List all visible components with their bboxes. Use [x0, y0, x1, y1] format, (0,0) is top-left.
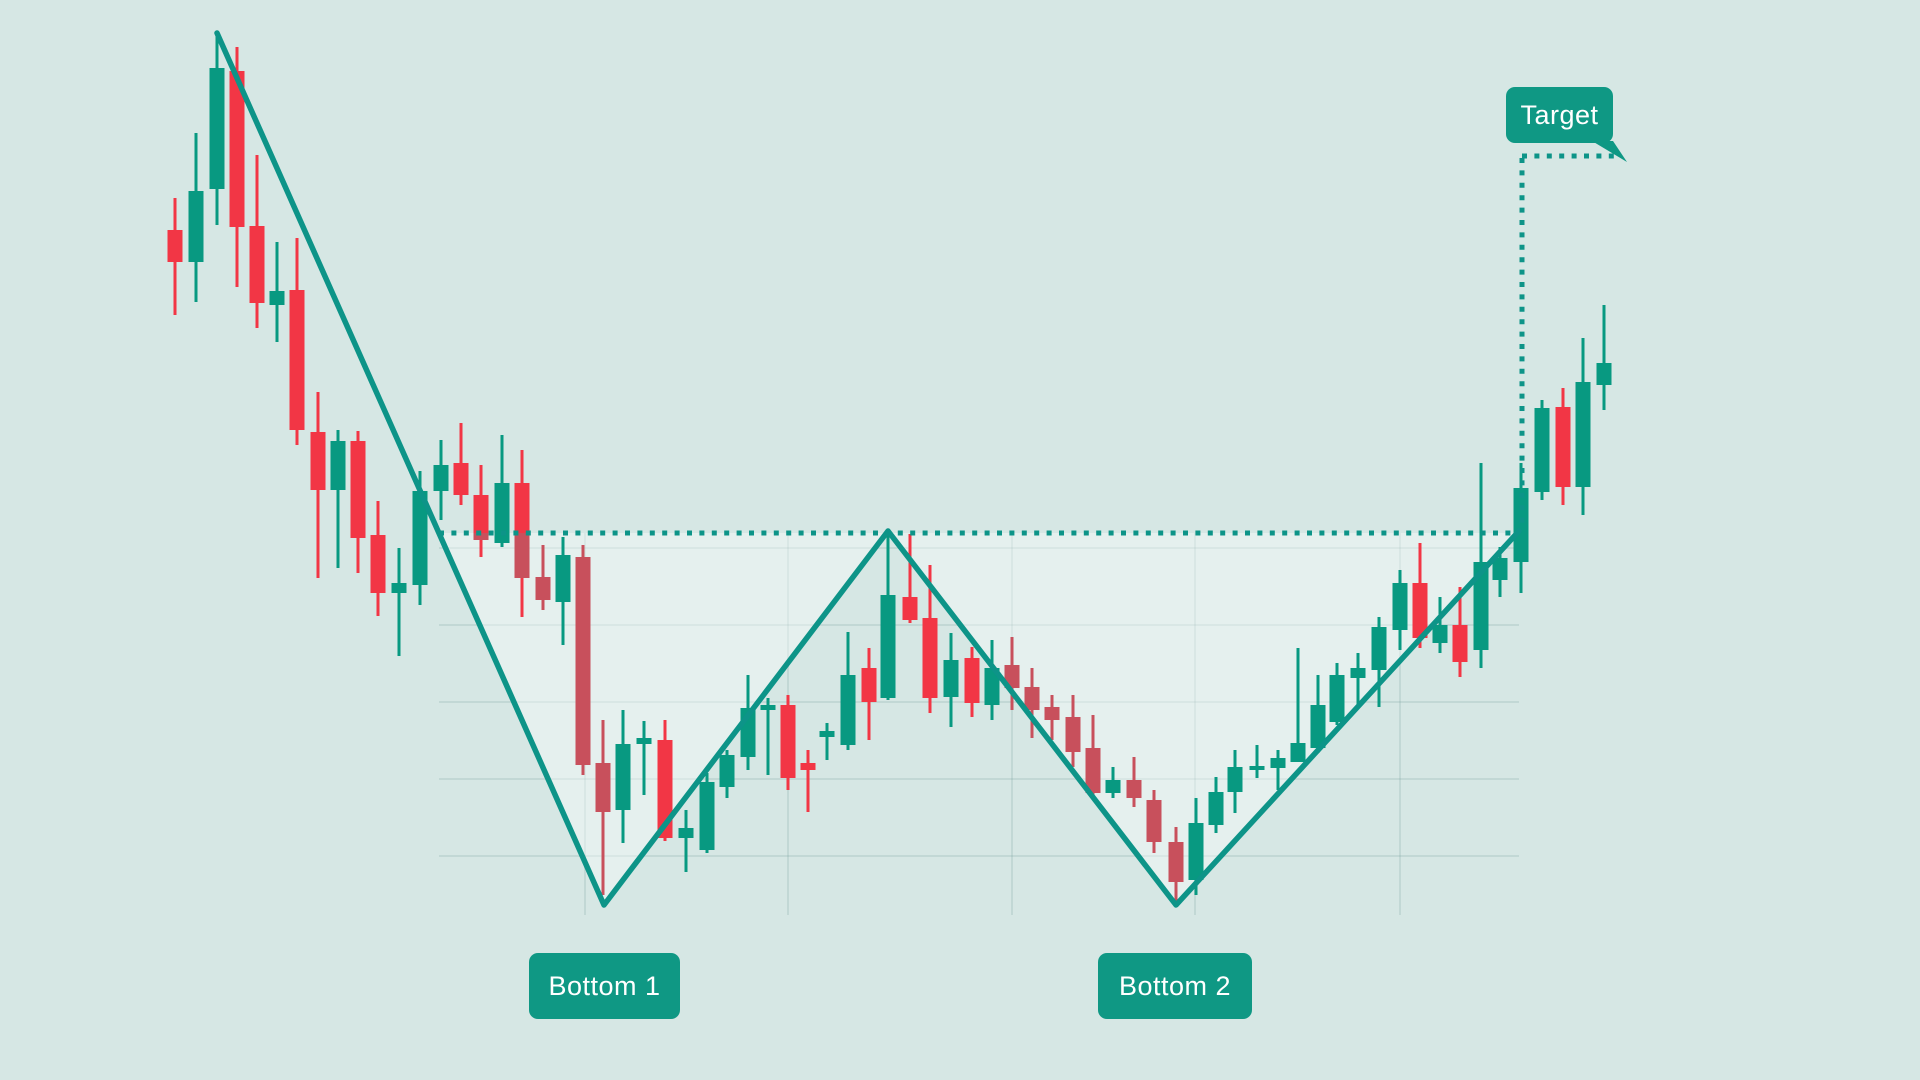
candle [964, 647, 980, 717]
bottom2-label: Bottom 2 [1098, 953, 1252, 1019]
candle [575, 545, 591, 775]
candle [1085, 715, 1101, 800]
candle [453, 423, 469, 505]
candle [1575, 338, 1591, 515]
candle [780, 695, 796, 790]
candle [1290, 648, 1306, 762]
bottom2-label-text: Bottom 2 [1118, 970, 1232, 1001]
candle [1392, 570, 1408, 650]
candle [819, 723, 835, 760]
candle [636, 721, 652, 795]
candle [1596, 305, 1612, 410]
candle [433, 440, 449, 520]
candle [514, 450, 530, 617]
candle [370, 501, 386, 616]
candle [1329, 663, 1345, 725]
candle [350, 431, 366, 573]
candle [1310, 675, 1326, 753]
candle [188, 133, 204, 302]
candle [719, 750, 735, 798]
candle [1188, 798, 1204, 895]
candle [249, 155, 265, 328]
candle [1534, 400, 1550, 500]
pattern-fill [439, 531, 1519, 903]
candle [1249, 745, 1265, 778]
candle [861, 648, 877, 740]
candle [1004, 637, 1020, 710]
candle [1432, 597, 1448, 653]
candle [1065, 695, 1081, 767]
candle [269, 242, 285, 342]
candle [1168, 827, 1184, 902]
candle [678, 810, 694, 872]
candle [310, 392, 326, 578]
candle [1350, 653, 1366, 707]
candle [167, 198, 183, 315]
candle [902, 534, 918, 623]
bottom1-label-text: Bottom 1 [548, 970, 661, 1001]
candle [555, 537, 571, 645]
candle [1473, 463, 1489, 668]
candle [209, 36, 225, 225]
candle [473, 465, 489, 557]
candle [1044, 695, 1060, 740]
candle [229, 47, 245, 287]
candle [494, 435, 510, 547]
bottom1-label: Bottom 1 [529, 953, 680, 1019]
candle [1208, 777, 1224, 833]
candle [1146, 790, 1162, 853]
pattern-zigzag-line [214, 30, 1522, 908]
candle [1371, 617, 1387, 707]
candle [699, 773, 715, 853]
candle [535, 545, 551, 610]
candle [1126, 757, 1142, 807]
candle [943, 633, 959, 727]
candle [1227, 750, 1243, 813]
candle [880, 532, 896, 700]
candle [615, 710, 631, 843]
candle [1555, 388, 1571, 505]
candle [840, 632, 856, 750]
target-label-tail [1592, 141, 1627, 162]
candle [330, 430, 346, 568]
candle [1452, 587, 1468, 677]
candle [1024, 668, 1040, 738]
candle [760, 698, 776, 775]
candle [1270, 750, 1286, 790]
candle [1412, 543, 1428, 648]
candle [391, 548, 407, 656]
candle [984, 640, 1000, 720]
candle [1105, 767, 1121, 798]
candle [595, 720, 611, 895]
target-label-text: Target [1520, 99, 1599, 130]
target-label: Target [1506, 87, 1613, 143]
candle [800, 750, 816, 812]
candlestick-series [167, 36, 1612, 902]
candle [289, 238, 305, 445]
